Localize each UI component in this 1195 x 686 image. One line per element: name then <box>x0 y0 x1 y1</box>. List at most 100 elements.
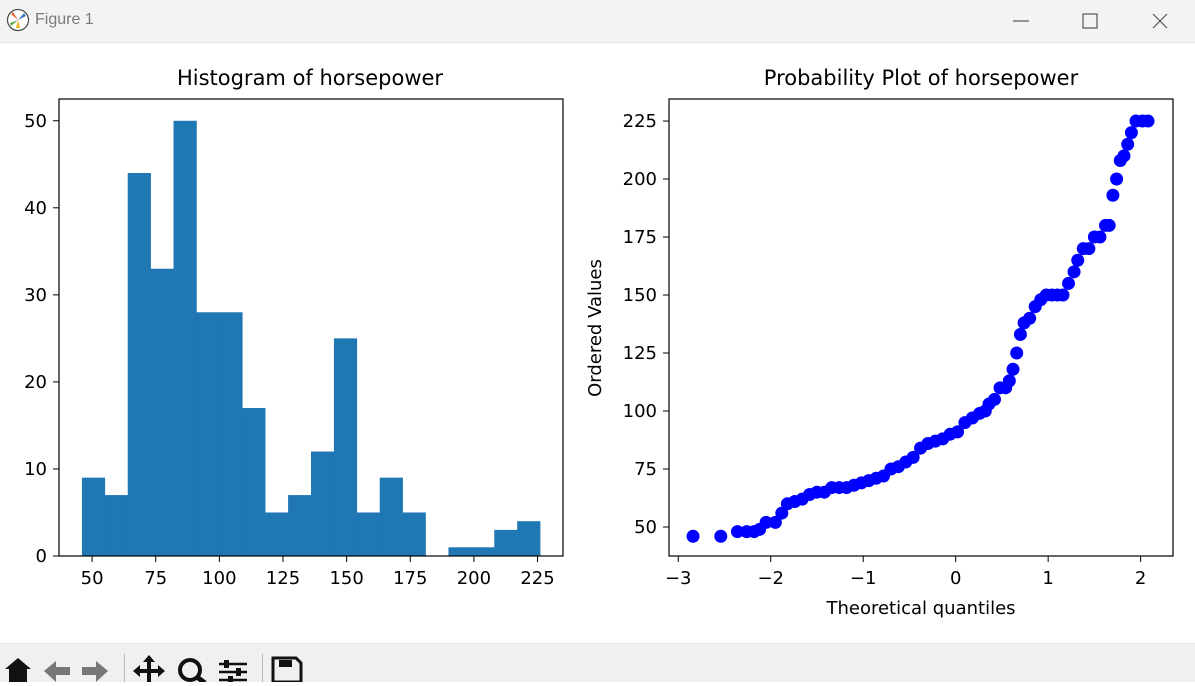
histogram-bar <box>81 477 106 556</box>
home-button[interactable] <box>2 652 36 682</box>
probability-plot-point <box>1023 311 1037 325</box>
probability-plot-point <box>1013 327 1027 341</box>
histogram-y-ticks: 0 10 20 30 40 50 <box>24 111 59 567</box>
probability-plot-point <box>1067 265 1081 279</box>
close-button[interactable] <box>1125 0 1195 42</box>
navigation-toolbar <box>0 643 1195 685</box>
probability-plot-y-tick-label: 75 <box>634 459 657 480</box>
minimize-button[interactable] <box>986 0 1056 42</box>
histogram-bar <box>494 529 518 556</box>
probability-plot-x-tick-label: 0 <box>950 568 961 589</box>
histogram-bar <box>311 451 335 556</box>
histogram-bar <box>471 547 495 556</box>
histogram-y-tick-label: 10 <box>24 459 47 480</box>
save-button[interactable] <box>270 652 304 684</box>
histogram-bar <box>288 495 312 556</box>
window-titlebar: Figure 1 <box>0 0 1195 43</box>
forward-button[interactable] <box>78 652 112 682</box>
configure-subplots-button[interactable] <box>216 652 250 682</box>
histogram-x-tick-label: 125 <box>266 568 300 589</box>
histogram-axes-frame <box>58 98 564 557</box>
probability-plot-point <box>906 450 920 464</box>
probability-plot-x-ticks: −3 −2 −1 0 1 2 <box>665 556 1146 589</box>
forward-arrow-icon <box>82 661 108 682</box>
probability-plot-y-tick-label: 150 <box>623 285 657 306</box>
pan-move-icon <box>133 655 165 682</box>
toolbar-separator <box>124 654 125 682</box>
probability-plot-point <box>1117 149 1131 163</box>
back-arrow-icon <box>44 661 70 682</box>
probability-plot-point <box>1010 346 1024 360</box>
probability-plot-point <box>1062 276 1076 290</box>
histogram-bar <box>219 312 243 556</box>
histogram-bar <box>265 512 289 556</box>
histogram-x-tick-label: 75 <box>144 568 167 589</box>
back-button[interactable] <box>40 652 74 682</box>
probability-plot-point <box>988 392 1002 406</box>
minimize-icon <box>1013 20 1029 22</box>
probability-plot-point <box>1121 137 1135 151</box>
window-title: Figure 1 <box>35 11 94 28</box>
histogram-bar <box>448 547 472 556</box>
probability-plot-point <box>1006 362 1020 376</box>
probability-plot-y-tick-label: 225 <box>623 111 657 132</box>
probability-plot-point <box>714 529 728 543</box>
probability-plot-x-tick-label: −2 <box>757 568 784 589</box>
probability-plot-y-tick-label: 175 <box>623 227 657 248</box>
histogram-bar <box>173 120 197 556</box>
probability-plot-x-tick-label: 2 <box>1135 568 1146 589</box>
probability-plot-title: Probability Plot of horsepower <box>764 66 1079 90</box>
probability-plot-y-ticks: 50 75 100 125 150 175 200 225 <box>623 111 669 538</box>
probability-plot-point <box>1082 242 1096 256</box>
maximize-icon <box>1082 13 1098 29</box>
histogram-x-tick-label: 175 <box>393 568 427 589</box>
probability-plot-point <box>1106 188 1120 202</box>
histogram-y-tick-label: 50 <box>24 111 47 132</box>
probability-plot-x-tick-label: 1 <box>1042 568 1053 589</box>
histogram-bar <box>242 408 266 556</box>
probability-plot-point <box>686 529 700 543</box>
histogram-bar <box>104 495 129 556</box>
maximize-button[interactable] <box>1055 0 1125 42</box>
probability-plot-y-tick-label: 125 <box>623 343 657 364</box>
home-icon <box>5 658 31 682</box>
probability-plot-point <box>951 425 965 439</box>
histogram-bar <box>150 268 174 556</box>
histogram-y-tick-label: 40 <box>24 198 47 219</box>
probability-plot-point <box>759 515 773 529</box>
histogram-bars <box>81 120 541 556</box>
save-disk-icon <box>271 656 303 684</box>
probability-plot-y-tick-label: 50 <box>634 517 657 538</box>
histogram-bar <box>517 521 541 556</box>
histogram-x-tick-label: 50 <box>81 568 104 589</box>
zoom-button[interactable] <box>174 652 208 685</box>
histogram-bar <box>379 477 403 556</box>
probability-plot-point <box>1141 114 1155 128</box>
figure-canvas[interactable]: Histogram of horsepower 50 75 100 125 150 175… <box>0 43 1195 643</box>
probability-plot-point <box>1093 230 1107 244</box>
histogram-bar <box>127 172 151 556</box>
close-icon <box>1152 13 1168 29</box>
histogram-y-tick-label: 0 <box>36 546 47 567</box>
pan-button[interactable] <box>132 652 166 682</box>
probability-plot-point <box>730 525 744 539</box>
probability-plot-point <box>1056 288 1070 302</box>
histogram-bar <box>356 512 381 556</box>
probability-plot-point <box>1102 218 1116 232</box>
probability-plot-point <box>1002 374 1016 388</box>
histogram-chart: Histogram of horsepower 50 75 100 125 150 175… <box>24 66 564 589</box>
histogram-y-tick-label: 20 <box>24 372 47 393</box>
probability-plot-point <box>1124 126 1138 140</box>
matplotlib-logo-icon <box>6 8 30 32</box>
histogram-x-tick-label: 200 <box>457 568 491 589</box>
figure-svg: Histogram of horsepower 50 75 100 125 150 175… <box>24 66 1174 619</box>
histogram-bar <box>196 312 220 556</box>
probability-plot-point <box>768 515 782 529</box>
probability-plot-xlabel: Theoretical quantiles <box>825 598 1015 619</box>
probability-plot-axes-frame <box>668 98 1174 557</box>
probability-plot-ylabel: Ordered Values <box>585 259 606 397</box>
probability-plot-chart: Probability Plot of horsepower −3 −2 −1 0 1 2… <box>585 66 1174 619</box>
probability-plot-y-tick-label: 100 <box>623 401 657 422</box>
probability-plot-point <box>1071 253 1085 267</box>
histogram-x-tick-label: 150 <box>329 568 363 589</box>
